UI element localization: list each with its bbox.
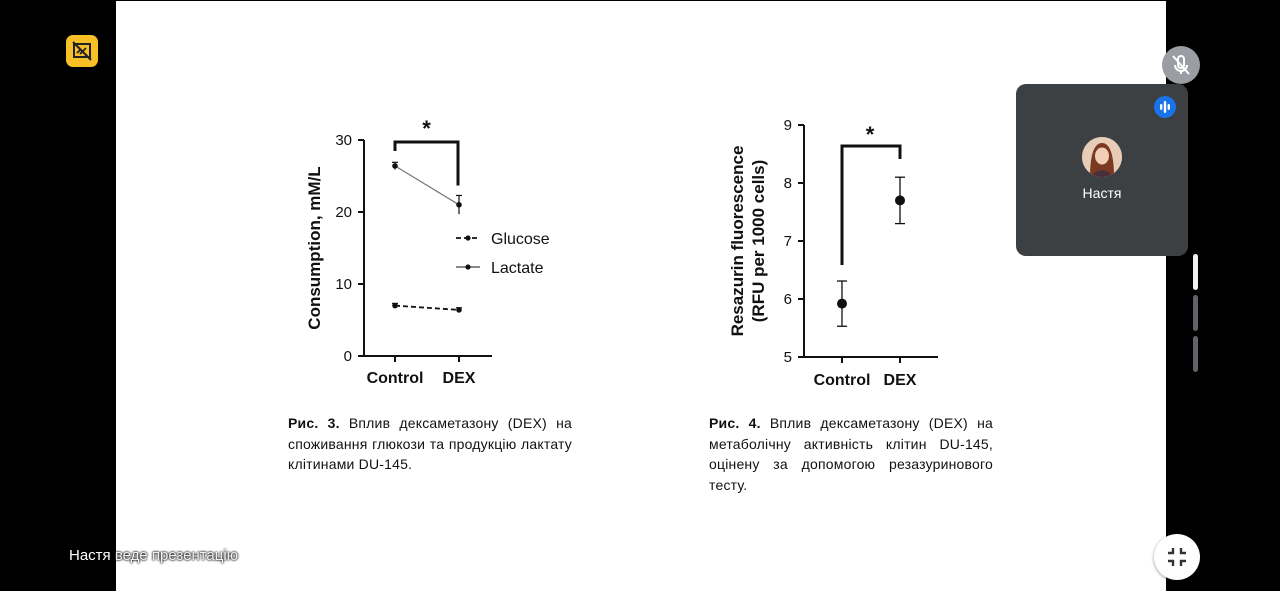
glucose-legend-label: Glucose <box>491 231 550 248</box>
lactate-legend-marker <box>465 264 471 270</box>
scrollbar-track-segment <box>1193 336 1198 372</box>
presenting-status: Настя веде презентацію <box>69 547 238 564</box>
exit-fullscreen-icon <box>1168 548 1186 566</box>
avatar <box>1082 137 1122 177</box>
glucose-point <box>456 307 462 313</box>
significance-star: * <box>422 116 431 141</box>
presentation-slide: 0 10 20 30 Control DEX Consumption, mM/L * Gluco… <box>116 1 1166 591</box>
data-point <box>837 298 847 309</box>
y-tick-label: 6 <box>784 291 792 308</box>
lactate-point <box>392 163 398 169</box>
audio-bars-icon <box>1154 96 1176 118</box>
fig4-caption-label: Рис. 4. <box>709 415 761 431</box>
x-tick-label: DEX <box>443 370 476 387</box>
fig3-chart: 0 10 20 30 Control DEX Consumption, mM/L * Gluco… <box>305 116 550 387</box>
presenter-name: Настя <box>69 547 111 564</box>
y-tick-label: 7 <box>784 233 792 250</box>
y-tick-label: 8 <box>784 175 792 192</box>
presenting-text: веде презентацію <box>114 547 238 564</box>
y-axis-title-line1: Resazurin fluorescence <box>728 146 747 337</box>
y-axis-title-line2: (RFU per 1000 cells) <box>749 160 768 323</box>
significance-bracket <box>393 140 460 186</box>
fig3-caption-label: Рис. 3. <box>288 415 340 431</box>
scrollbar-thumb[interactable] <box>1193 254 1198 290</box>
participant-tile[interactable]: Настя <box>1016 84 1188 256</box>
fig3-caption-text: Вплив дексаметазону (DEX) на споживання … <box>288 415 572 472</box>
fig4-chart: 5 6 7 8 9 Control DEX Resazurin fluorescence (RF… <box>728 117 938 389</box>
lactate-line <box>394 165 460 206</box>
fig4-caption-text: Вплив дексаметазону (DEX) на метаболічну… <box>709 415 993 493</box>
data-point <box>895 195 905 206</box>
y-tick-label: 0 <box>344 348 352 365</box>
mic-off-button[interactable] <box>1162 46 1200 84</box>
significance-bracket <box>840 144 902 265</box>
scrollbar-track-segment <box>1193 295 1198 331</box>
exit-fullscreen-button[interactable] <box>1154 534 1200 580</box>
mic-off-icon <box>1172 55 1190 75</box>
glucose-line <box>394 304 460 311</box>
y-tick-label: 10 <box>335 276 352 293</box>
x-tick-label: DEX <box>884 372 917 389</box>
glucose-point <box>392 302 398 309</box>
y-tick-label: 30 <box>335 132 352 149</box>
x-tick-label: Control <box>814 372 871 389</box>
fig4-caption: Рис. 4. Вплив дексаметазону (DEX) на мет… <box>709 413 993 495</box>
slide-charts: 0 10 20 30 Control DEX Consumption, mM/L * Gluco… <box>305 116 938 389</box>
fig3-caption: Рис. 3. Вплив дексаметазону (DEX) на спо… <box>288 413 572 475</box>
y-tick-label: 5 <box>784 349 792 366</box>
x-tick-label: Control <box>367 370 424 387</box>
presentation-off-icon[interactable] <box>66 35 98 67</box>
y-tick-label: 20 <box>335 204 352 221</box>
lactate-point <box>456 202 462 208</box>
y-axis-title: Consumption, mM/L <box>305 166 324 329</box>
significance-star: * <box>866 122 875 147</box>
lactate-legend-label: Lactate <box>491 260 544 277</box>
y-tick-label: 9 <box>784 117 792 134</box>
participant-name: Настя <box>1082 185 1122 201</box>
glucose-legend-marker <box>465 235 471 241</box>
